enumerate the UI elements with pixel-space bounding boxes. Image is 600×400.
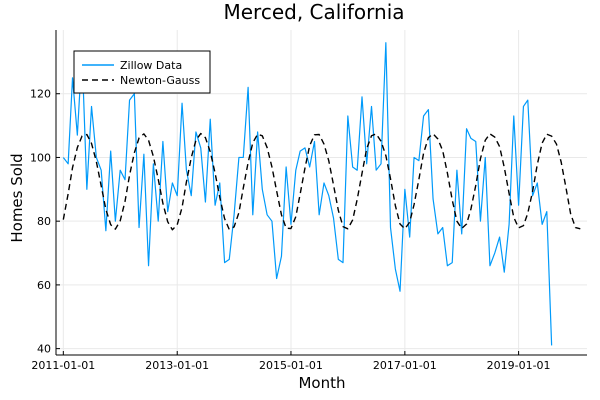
x-tick-label: 2011-01-01 — [31, 359, 95, 372]
y-tick-label: 60 — [37, 279, 51, 292]
x-tick-label: 2013-01-01 — [145, 359, 209, 372]
y-tick-label: 100 — [30, 151, 51, 164]
x-tick-label: 2015-01-01 — [259, 359, 323, 372]
x-tick-label: 2019-01-01 — [487, 359, 551, 372]
y-axis-label: Homes Sold — [8, 153, 26, 242]
legend: Zillow Data Newton-Gauss — [73, 50, 211, 94]
x-tick-label: 2017-01-01 — [373, 359, 437, 372]
y-tick-label: 120 — [30, 88, 51, 101]
y-tick-label: 40 — [37, 343, 51, 356]
zillow-data-line — [62, 42, 553, 346]
newton-gauss-line — [62, 132, 581, 231]
chart-title: Merced, California — [223, 0, 404, 24]
x-axis-label: Month — [298, 374, 345, 392]
legend-label: Newton-Gauss — [120, 74, 200, 87]
y-tick-label: 80 — [37, 215, 51, 228]
legend-box — [73, 50, 211, 94]
series-layer — [62, 42, 581, 346]
legend-label: Zillow Data — [120, 59, 182, 72]
axes: 2011-01-01 2013-01-01 2015-01-01 2017-01-01… — [30, 30, 587, 372]
